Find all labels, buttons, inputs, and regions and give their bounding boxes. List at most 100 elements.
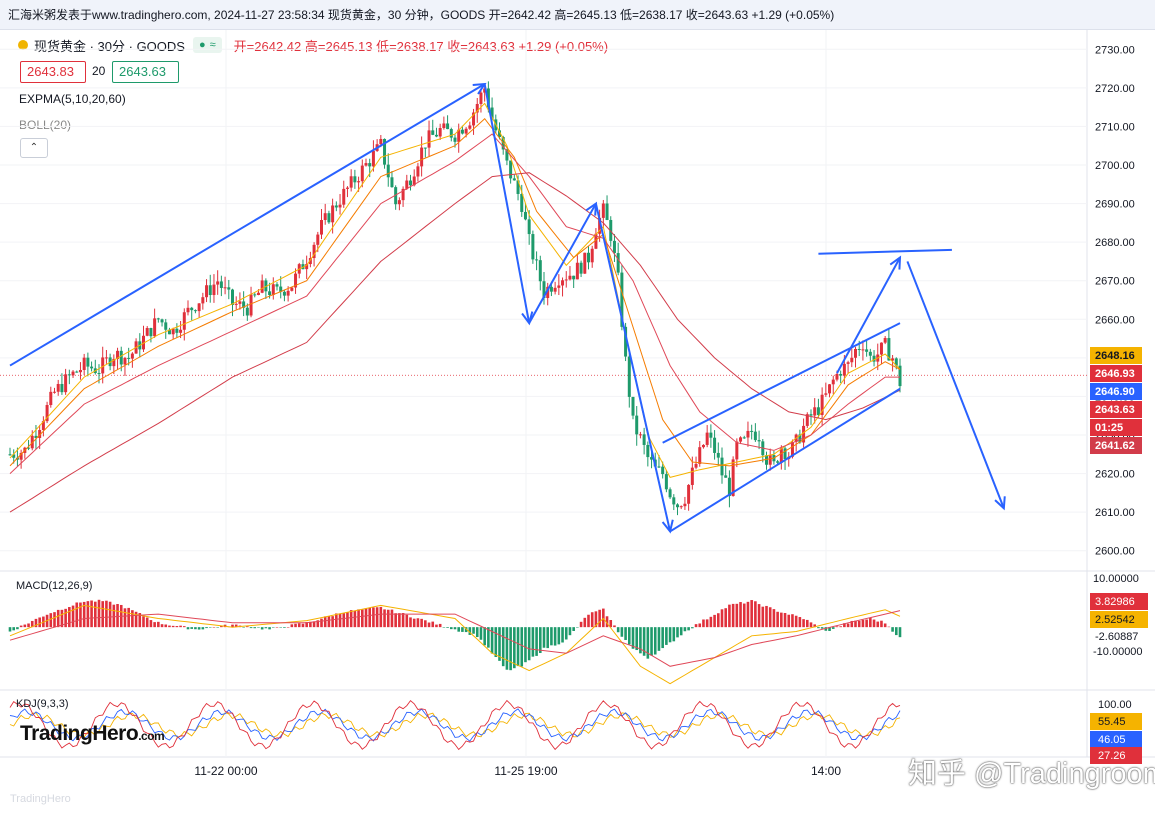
- candle-body: [316, 234, 320, 245]
- macd-bar: [546, 627, 550, 649]
- macd-bar: [157, 621, 160, 628]
- candle-body: [705, 432, 709, 445]
- macd-bar: [802, 619, 805, 628]
- target-horizontal-line: [818, 248, 952, 255]
- macd-bar: [420, 618, 423, 628]
- candle-body: [104, 357, 108, 359]
- price-tick-label: 2660.00: [1095, 314, 1135, 326]
- candle-body: [268, 291, 272, 295]
- candle-body: [167, 329, 171, 335]
- forecast-up-line: [836, 257, 901, 374]
- macd-bar: [761, 606, 765, 628]
- candle-body: [290, 287, 294, 291]
- macd-bar: [38, 617, 41, 628]
- macd-bar: [487, 627, 490, 648]
- macd-bar: [242, 627, 245, 628]
- candle-body: [242, 301, 246, 308]
- kdj-pane-label[interactable]: KDJ(9,3,3): [16, 698, 69, 710]
- indicator-boll-label[interactable]: BOLL(20): [19, 118, 72, 132]
- price-tick-label: 2710.00: [1095, 121, 1135, 133]
- macd-bar: [501, 627, 505, 667]
- candle-body: [894, 358, 898, 366]
- macd-bar: [182, 626, 186, 628]
- macd-bar: [894, 627, 898, 636]
- candle-body: [190, 307, 194, 311]
- price-tick-label: 2610.00: [1095, 507, 1135, 519]
- macd-bar: [427, 622, 431, 628]
- macd-bar: [131, 610, 134, 628]
- macd-bar: [353, 610, 357, 628]
- candle-body: [549, 286, 553, 292]
- trend-drawings: [9, 82, 1006, 534]
- macd-tick-label: 10.00000: [1093, 573, 1139, 585]
- candle-body: [331, 205, 335, 223]
- macd-bar: [27, 623, 30, 628]
- candle-body: [345, 187, 349, 189]
- candle-body: [342, 188, 346, 205]
- kdj-label-tag: [1090, 713, 1142, 730]
- candle-body: [442, 123, 446, 129]
- candle-body: [216, 281, 220, 285]
- macd-bar: [260, 627, 264, 630]
- macd-pane-label[interactable]: MACD(12,26,9): [16, 580, 93, 592]
- macd-bar: [835, 626, 839, 628]
- candle-body: [779, 448, 783, 463]
- candle-body: [509, 160, 513, 179]
- zhihu-watermark: 知乎 @Tradingroom: [908, 758, 1155, 790]
- macd-bar: [360, 609, 364, 628]
- macd-bar: [857, 620, 861, 628]
- macd-bar: [364, 608, 368, 628]
- candle-body: [127, 357, 131, 359]
- candle-body: [323, 213, 327, 220]
- macd-bar: [82, 601, 86, 628]
- candle-body: [590, 248, 594, 263]
- macd-bar: [412, 618, 416, 628]
- collapse-indicators-button[interactable]: ⌃: [20, 138, 48, 158]
- macd-bar: [531, 627, 535, 657]
- macd-bar: [791, 614, 794, 628]
- macd-bar: [579, 621, 583, 628]
- macd-bar: [279, 627, 283, 628]
- candle-body: [301, 264, 305, 270]
- kdj-line: [9, 711, 901, 739]
- candle-body: [434, 134, 438, 137]
- macd-bar: [865, 619, 868, 628]
- candle-body: [798, 434, 802, 443]
- candle-body: [727, 477, 731, 497]
- candle-body: [805, 414, 809, 426]
- macd-bar: [357, 609, 360, 628]
- indicator-expma-label[interactable]: EXPMA(5,10,20,60): [19, 92, 126, 106]
- macd-bar: [93, 601, 97, 628]
- candle-body: [842, 363, 846, 376]
- macd-bar: [757, 604, 761, 628]
- macd-bar: [186, 627, 190, 630]
- sell-price-button[interactable]: 2643.83: [20, 61, 86, 83]
- candle-body: [765, 455, 768, 465]
- price-label-text: 2646.90: [1095, 386, 1135, 398]
- macd-bar: [498, 627, 501, 661]
- candle-body: [423, 147, 427, 149]
- macd-bar: [716, 613, 720, 628]
- candle-body: [701, 444, 705, 448]
- macd-bar: [683, 627, 687, 632]
- buy-price-button[interactable]: 2643.63: [112, 61, 179, 83]
- price-series: [8, 81, 902, 516]
- forecast-down-line: [906, 261, 1005, 509]
- kdj-tick-label: 100.00: [1098, 699, 1132, 711]
- candle-body: [676, 504, 679, 508]
- spread-value: 20: [92, 64, 106, 78]
- kdj-label-text: 55.45: [1098, 716, 1126, 728]
- macd-bar: [190, 627, 194, 629]
- price-label-tag: [1090, 419, 1142, 436]
- candle-body: [883, 338, 887, 343]
- candle-body: [34, 435, 38, 438]
- macd-bar: [609, 620, 613, 628]
- macd-bar: [542, 627, 546, 648]
- candle-body: [208, 285, 212, 296]
- candle-body: [371, 150, 375, 167]
- candle-body: [516, 180, 520, 194]
- candle-body: [453, 137, 457, 142]
- macd-bar: [309, 621, 312, 628]
- ema-line-ema5: [9, 102, 901, 478]
